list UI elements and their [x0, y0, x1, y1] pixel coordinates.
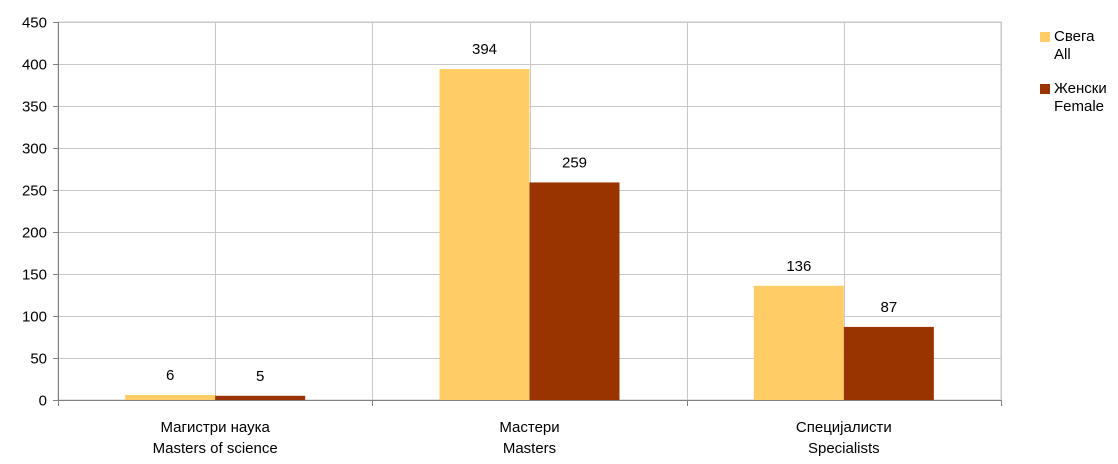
data-label-all-0: 6 [166, 367, 174, 384]
bar-all-0 [125, 394, 216, 400]
bar-all-1 [439, 69, 530, 400]
legend-swatch-female [1040, 84, 1050, 94]
data-label-female-0: 5 [256, 368, 264, 385]
y-tick-label-0: 0 [39, 393, 47, 410]
legend-item-female: Женски Female [1040, 80, 1107, 116]
y-tick-label-9: 450 [22, 15, 47, 32]
y-tick-label-8: 400 [22, 57, 47, 74]
legend-label-all-line1: Свега [1054, 28, 1095, 45]
data-label-all-1: 394 [472, 41, 497, 58]
data-label-all-2: 136 [786, 258, 811, 275]
y-tick-label-1: 50 [30, 351, 47, 368]
y-tick-label-7: 350 [22, 99, 47, 116]
legend-label-all-line2: All [1054, 46, 1071, 63]
bar-female-2 [843, 326, 934, 400]
legend-item-all: Свега All [1040, 28, 1107, 64]
x-tick-label-2-line2: Specialists [808, 440, 880, 457]
chart-legend: Свега All Женски Female [1040, 28, 1107, 132]
x-tick-label-1-line1: Мастери [499, 419, 559, 436]
y-tick-label-2: 100 [22, 309, 47, 326]
y-tick-label-5: 250 [22, 183, 47, 200]
x-tick-label-0-line1: Магистри наука [161, 419, 271, 436]
data-label-female-1: 259 [562, 154, 587, 171]
data-label-female-2: 87 [880, 299, 897, 316]
legend-label-female-line2: Female [1054, 98, 1105, 115]
x-tick-label-2-line1: Специјалисти [796, 419, 892, 436]
bar-female-0 [215, 395, 306, 400]
bar-all-2 [753, 285, 844, 400]
legend-swatch-all [1040, 32, 1050, 42]
bar-female-1 [529, 182, 620, 400]
y-tick-label-6: 300 [22, 141, 47, 158]
x-tick-label-1-line2: Masters [503, 440, 556, 457]
y-tick-label-4: 200 [22, 225, 47, 242]
y-tick-label-3: 150 [22, 267, 47, 284]
x-tick-label-0-line2: Masters of science [153, 440, 278, 457]
legend-label-female-line1: Женски [1054, 80, 1107, 97]
